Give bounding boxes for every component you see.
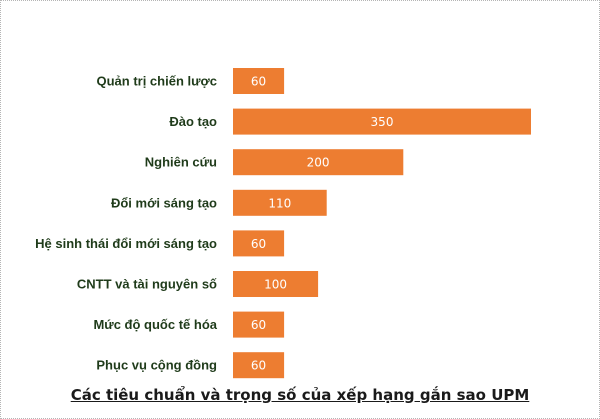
bar bbox=[233, 352, 285, 379]
bar bbox=[233, 311, 285, 338]
category-label: Quản trị chiến lược bbox=[96, 74, 217, 89]
category-label: Nghiên cứu bbox=[145, 155, 217, 170]
data-label: 60 bbox=[251, 75, 266, 89]
data-label: 100 bbox=[264, 278, 287, 292]
bar bbox=[233, 189, 327, 216]
category-label: CNTT và tài nguyên số bbox=[77, 277, 217, 292]
data-label: 110 bbox=[268, 196, 291, 210]
data-label: 60 bbox=[251, 359, 266, 373]
data-label: 60 bbox=[251, 237, 266, 251]
bar-chart: 60 Quản trị chiến lược 350 Đào tạo 200 Nghiên… bbox=[35, 68, 531, 379]
chart-title: Các tiêu chuẩn và trọng số của xếp hạng … bbox=[70, 386, 530, 404]
data-label: 350 bbox=[371, 115, 394, 129]
category-label: Phục vụ cộng đồng bbox=[96, 358, 217, 373]
bar bbox=[233, 271, 319, 297]
data-label: 60 bbox=[251, 318, 266, 332]
category-label: Hệ sinh thái đổi mới sáng tạo bbox=[35, 236, 217, 251]
category-label: Đổi mới sáng tạo bbox=[111, 195, 217, 210]
bar bbox=[233, 149, 404, 176]
category-label: Đào tạo bbox=[169, 114, 217, 129]
data-label: 200 bbox=[307, 156, 330, 170]
bar bbox=[233, 68, 285, 94]
bar bbox=[233, 108, 531, 135]
bar bbox=[233, 230, 285, 257]
category-label: Mức độ quốc tế hóa bbox=[93, 317, 217, 332]
